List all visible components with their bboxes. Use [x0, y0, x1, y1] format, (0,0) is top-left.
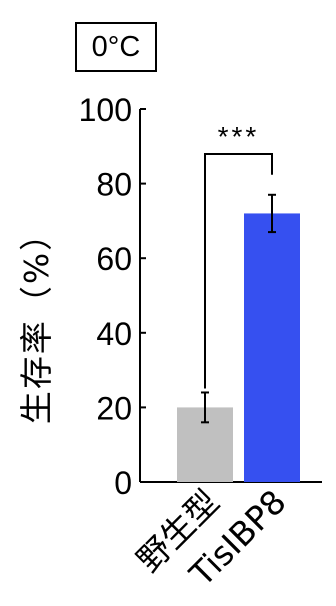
significance-bracket — [204, 153, 273, 389]
y-tick-label: 40 — [96, 316, 132, 352]
bar — [244, 213, 300, 482]
temperature-condition-label: 0°C — [91, 30, 141, 63]
y-tick-label: 60 — [96, 241, 132, 277]
y-tick-label: 100 — [79, 92, 132, 128]
significance-annotation: *** — [204, 121, 273, 389]
significance-label: *** — [218, 121, 260, 152]
temperature-condition-box: 0°C — [75, 22, 157, 72]
bars — [177, 193, 300, 482]
y-tick-label: 80 — [96, 167, 132, 203]
y-tick-label: 20 — [96, 390, 132, 426]
y-tick-label: 0 — [114, 465, 132, 501]
